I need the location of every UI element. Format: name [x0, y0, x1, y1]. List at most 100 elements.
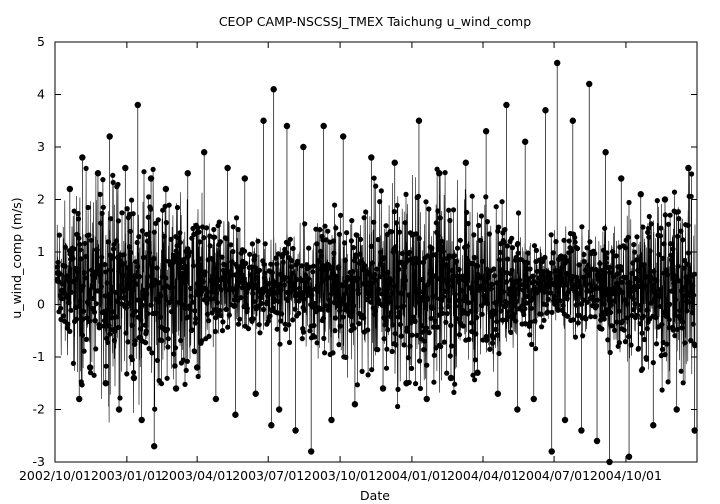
data-point [106, 323, 112, 329]
data-point [337, 308, 343, 314]
data-point [307, 328, 313, 334]
data-point [413, 381, 419, 387]
data-point [97, 267, 103, 273]
data-point [482, 297, 488, 303]
data-point [105, 339, 111, 345]
data-point [680, 380, 686, 386]
data-point [388, 310, 394, 316]
data-point [654, 198, 660, 204]
data-point [454, 316, 460, 322]
data-point [647, 248, 653, 254]
data-point [332, 315, 338, 321]
data-point [653, 341, 660, 347]
data-point [432, 273, 438, 279]
data-point [160, 207, 166, 213]
data-point [470, 297, 476, 303]
data-point [205, 289, 211, 295]
data-point [471, 232, 477, 238]
data-point [540, 269, 546, 275]
data-point [217, 239, 224, 245]
extreme-point [300, 143, 307, 151]
data-point [619, 279, 625, 285]
data-point [79, 382, 85, 388]
data-point [166, 300, 173, 306]
data-point [375, 347, 381, 353]
data-point [431, 352, 437, 358]
data-point [407, 249, 413, 255]
data-point [690, 321, 696, 327]
data-point [137, 274, 143, 280]
data-point [646, 213, 652, 220]
data-point [429, 245, 435, 251]
data-point [610, 274, 617, 280]
data-point [474, 263, 480, 269]
data-point [430, 293, 436, 299]
data-point [289, 258, 295, 264]
data-point [585, 262, 591, 268]
data-point [503, 303, 509, 309]
data-point [572, 334, 579, 340]
data-point [156, 299, 162, 305]
data-point [101, 309, 107, 315]
data-point [128, 250, 134, 256]
data-point [369, 367, 375, 373]
extreme-point [268, 422, 275, 429]
data-point [638, 307, 644, 313]
data-point [249, 241, 255, 247]
data-point [200, 279, 206, 285]
extreme-point [76, 395, 83, 403]
data-point [346, 312, 352, 318]
data-point [529, 341, 535, 347]
data-point [361, 315, 367, 321]
data-point [326, 304, 332, 310]
extreme-point [521, 138, 529, 145]
data-point [403, 191, 409, 197]
data-point [502, 298, 508, 305]
data-point [144, 238, 151, 244]
data-point [633, 275, 639, 282]
data-point [397, 321, 403, 328]
data-point [99, 210, 105, 216]
data-point [640, 224, 646, 230]
data-point [396, 309, 402, 315]
data-point [399, 250, 405, 257]
data-point [426, 206, 432, 212]
data-point [196, 256, 202, 262]
data-point [541, 317, 547, 323]
data-point [565, 289, 572, 295]
data-point [430, 324, 437, 330]
data-point [460, 273, 466, 279]
data-point [223, 262, 229, 268]
data-point [311, 322, 317, 329]
data-point [245, 326, 252, 332]
data-point [254, 274, 260, 281]
data-point [479, 311, 485, 317]
extreme-point [106, 133, 113, 140]
data-point [113, 314, 119, 320]
data-point [435, 208, 441, 214]
data-point [642, 283, 648, 289]
data-point [70, 256, 76, 262]
data-point [177, 230, 183, 236]
data-point [320, 315, 326, 321]
extreme-point [561, 416, 569, 424]
extreme-point [530, 395, 537, 403]
data-point [576, 262, 582, 268]
data-point [612, 327, 618, 333]
data-point [669, 259, 675, 265]
data-point [457, 237, 463, 243]
extreme-point [122, 164, 129, 172]
data-point [371, 175, 377, 181]
data-point [472, 377, 478, 383]
data-point [92, 318, 98, 324]
data-point [527, 332, 533, 338]
data-point [623, 245, 629, 251]
data-point [365, 327, 371, 333]
data-point [578, 285, 584, 292]
data-point [614, 271, 621, 277]
data-point [657, 287, 663, 293]
data-point [496, 350, 502, 357]
data-point [110, 172, 116, 178]
data-point [508, 329, 514, 335]
data-point [660, 255, 666, 261]
